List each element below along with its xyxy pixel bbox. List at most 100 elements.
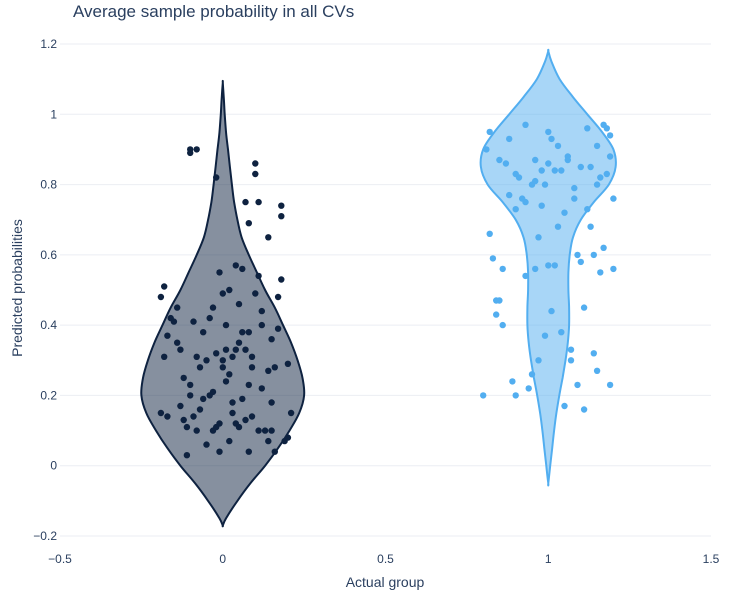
- data-point-group-0: [196, 364, 204, 371]
- data-point-group-0: [213, 350, 220, 357]
- y-tick-label: 0: [50, 459, 57, 473]
- data-point-group-0: [261, 427, 269, 434]
- data-point-group-1: [532, 156, 539, 164]
- data-point-group-1: [480, 392, 487, 399]
- data-point-group-1: [535, 357, 542, 364]
- data-point-group-0: [229, 353, 236, 360]
- data-point-group-0: [271, 364, 278, 371]
- data-point-group-1: [558, 167, 565, 174]
- data-point-group-0: [174, 339, 181, 346]
- data-point-group-1: [577, 163, 584, 171]
- data-point-group-1: [509, 378, 516, 385]
- data-point-group-1: [593, 181, 601, 188]
- data-point-group-1: [571, 184, 578, 192]
- data-point-group-0: [219, 364, 226, 371]
- data-point-group-0: [157, 409, 165, 417]
- data-point-group-1: [548, 135, 555, 143]
- data-point-group-1: [584, 125, 591, 132]
- data-point-group-0: [174, 304, 181, 311]
- data-point-group-0: [183, 423, 191, 431]
- data-point-group-1: [593, 142, 601, 150]
- x-axis-title: Actual group: [346, 574, 425, 590]
- data-point-group-0: [164, 332, 171, 339]
- data-point-group-0: [239, 395, 246, 403]
- data-point-group-0: [226, 437, 233, 445]
- data-point-group-1: [580, 304, 588, 311]
- data-point-group-0: [216, 448, 223, 455]
- data-point-group-0: [274, 325, 282, 332]
- data-point-group-0: [252, 290, 259, 297]
- data-point-group-0: [252, 160, 259, 167]
- data-point-group-1: [574, 251, 581, 259]
- data-point-group-0: [193, 146, 200, 153]
- x-tick-label: 1: [545, 552, 552, 566]
- data-point-group-0: [209, 304, 217, 311]
- data-point-group-1: [606, 381, 614, 389]
- data-point-group-0: [255, 198, 262, 206]
- data-point-group-1: [603, 125, 610, 132]
- data-point-group-1: [600, 244, 607, 251]
- data-point-group-0: [219, 357, 226, 364]
- data-point-group-0: [222, 321, 230, 329]
- data-point-group-0: [268, 336, 275, 343]
- data-point-group-0: [232, 420, 239, 427]
- data-point-group-0: [258, 385, 265, 392]
- data-point-group-1: [489, 255, 497, 262]
- data-point-group-0: [265, 234, 272, 241]
- data-point-group-1: [496, 156, 503, 164]
- x-tick-label: 0.5: [377, 552, 394, 566]
- data-point-group-1: [561, 209, 568, 216]
- data-point-group-1: [512, 206, 519, 213]
- data-point-group-0: [213, 174, 220, 181]
- data-point-group-1: [512, 170, 519, 178]
- data-point-group-1: [551, 262, 558, 269]
- data-point-group-0: [216, 269, 223, 276]
- data-point-group-0: [200, 329, 207, 336]
- data-point-group-1: [561, 402, 568, 410]
- data-point-group-0: [229, 409, 236, 417]
- data-point-group-1: [584, 206, 591, 213]
- data-point-group-1: [506, 191, 513, 199]
- data-point-group-0: [274, 293, 282, 301]
- data-point-group-0: [252, 170, 259, 178]
- points-layer: [157, 121, 617, 459]
- data-point-group-0: [258, 321, 265, 329]
- data-point-group-0: [248, 413, 256, 420]
- data-point-group-0: [226, 286, 233, 294]
- y-tick-label: 0.4: [40, 318, 57, 332]
- data-point-group-1: [580, 406, 588, 413]
- x-axis-ticks: −0.5 0 0.5 1 1.5: [48, 552, 720, 566]
- data-point-group-0: [190, 318, 197, 325]
- data-point-group-1: [587, 163, 594, 171]
- data-point-group-1: [522, 121, 529, 128]
- data-point-group-0: [183, 452, 191, 459]
- data-point-group-0: [226, 371, 233, 378]
- data-point-group-1: [577, 258, 584, 266]
- data-point-group-0: [161, 283, 168, 290]
- data-point-group-0: [180, 374, 187, 382]
- y-tick-label: −0.2: [33, 529, 57, 543]
- y-tick-label: 0.6: [40, 248, 57, 262]
- data-point-group-1: [525, 385, 532, 392]
- y-axis-ticks: −0.2 0 0.2 0.4 0.6 0.8 1 1.2: [33, 37, 57, 543]
- data-point-group-0: [245, 448, 252, 455]
- data-point-group-1: [574, 381, 581, 389]
- data-point-group-1: [606, 132, 614, 139]
- data-point-group-0: [187, 381, 194, 389]
- data-point-group-0: [216, 420, 223, 427]
- data-point-group-0: [203, 357, 210, 364]
- data-point-group-1: [512, 392, 519, 399]
- data-point-group-0: [161, 353, 168, 360]
- data-point-group-0: [278, 276, 285, 283]
- data-point-group-1: [545, 262, 552, 269]
- data-point-group-1: [571, 195, 578, 202]
- data-point-group-1: [593, 367, 601, 374]
- data-point-group-1: [554, 223, 562, 230]
- y-tick-label: 0.8: [40, 178, 57, 192]
- data-point-group-1: [532, 265, 539, 273]
- data-point-group-0: [157, 293, 165, 301]
- data-point-group-0: [177, 402, 184, 410]
- data-point-group-1: [493, 311, 500, 318]
- data-point-group-1: [496, 297, 503, 304]
